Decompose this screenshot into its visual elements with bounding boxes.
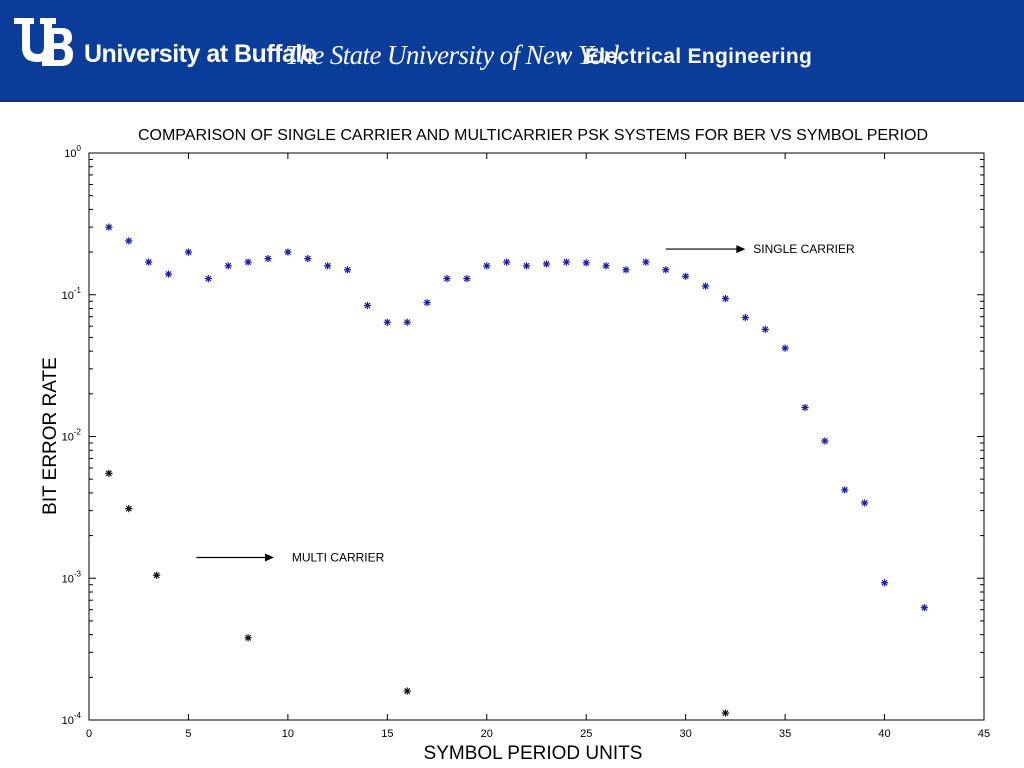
data-point xyxy=(304,254,312,263)
x-tick-label: 35 xyxy=(779,728,791,740)
x-tick-label: 10 xyxy=(282,728,294,740)
plot-frame xyxy=(88,152,985,721)
y-axis-label: BIT ERROR RATE xyxy=(40,357,61,515)
data-point xyxy=(622,266,630,274)
series-single-carrier xyxy=(105,223,928,612)
y-tick-exponent: -1 xyxy=(74,286,82,295)
ber-chart: COMPARISON OF SINGLE CARRIER AND MULTICA… xyxy=(40,127,990,764)
y-tick-exponent: -2 xyxy=(74,428,82,437)
data-point xyxy=(403,318,411,326)
data-point xyxy=(164,270,173,278)
series-layer xyxy=(105,223,928,717)
data-point xyxy=(503,258,511,266)
data-point xyxy=(662,266,670,274)
data-point xyxy=(284,248,292,256)
y-tick-base: 10 xyxy=(62,573,74,585)
university-subtitle: The State University of New York xyxy=(285,40,625,70)
data-point xyxy=(721,709,730,717)
annotation-label: SINGLE CARRIER xyxy=(753,242,855,256)
data-point xyxy=(383,318,391,326)
y-tick-base: 10 xyxy=(62,715,74,727)
department-name: Electrical Engineering xyxy=(585,45,813,68)
y-tick-label: 10-1 xyxy=(62,286,82,302)
data-point xyxy=(463,274,471,283)
data-point xyxy=(403,687,411,695)
x-tick-label: 15 xyxy=(381,728,393,740)
data-point xyxy=(125,504,133,513)
y-tick-base: 10 xyxy=(62,290,74,302)
data-point xyxy=(145,258,153,266)
x-tick-label: 20 xyxy=(481,728,493,740)
data-point xyxy=(880,579,889,587)
data-point xyxy=(701,282,710,290)
data-point xyxy=(105,469,113,477)
data-point xyxy=(324,262,332,270)
data-point xyxy=(542,260,551,268)
ub-logo-icon xyxy=(14,18,73,66)
x-tick-label: 40 xyxy=(878,728,890,740)
data-point xyxy=(244,258,252,266)
y-tick-label: 10-4 xyxy=(62,711,82,727)
y-tick-base: 10 xyxy=(62,432,74,444)
y-tick-label: 10-2 xyxy=(62,428,82,444)
data-point xyxy=(363,301,372,310)
data-point xyxy=(801,403,809,412)
arrow-head-icon xyxy=(736,245,746,254)
header-banner: University at Buffalo The State Universi… xyxy=(0,0,1024,102)
data-point xyxy=(343,266,352,274)
data-point xyxy=(153,571,161,579)
data-point xyxy=(443,274,451,283)
data-point xyxy=(741,313,749,322)
y-tick-exponent: -3 xyxy=(74,569,82,578)
chart-title: COMPARISON OF SINGLE CARRIER AND MULTICA… xyxy=(138,127,928,144)
data-point xyxy=(522,262,531,270)
x-axis: 0 5 10 15 20 25 30 35 40 45 xyxy=(86,153,990,740)
data-point xyxy=(184,248,193,256)
arrow-head-icon xyxy=(264,553,274,562)
data-point xyxy=(781,344,789,352)
x-axis-label: SYMBOL PERIOD UNITS xyxy=(424,743,643,764)
data-point xyxy=(483,262,491,270)
data-point xyxy=(682,272,690,280)
data-point xyxy=(642,258,650,266)
data-point xyxy=(204,274,212,283)
data-point xyxy=(562,258,570,266)
x-tick-label: 45 xyxy=(978,728,990,740)
annotation-label: MULTI CARRIER xyxy=(292,551,385,565)
data-point xyxy=(224,262,232,270)
series-multi-carrier xyxy=(105,469,730,717)
data-point xyxy=(761,325,769,333)
data-point xyxy=(264,254,272,263)
y-tick-exponent: -4 xyxy=(74,711,82,720)
x-tick-label: 30 xyxy=(680,728,692,740)
x-tick-label: 0 xyxy=(86,728,92,740)
university-name: University at Buffalo xyxy=(84,40,317,68)
data-point xyxy=(920,604,928,612)
data-point xyxy=(821,437,829,445)
data-point xyxy=(602,262,610,270)
data-point xyxy=(841,486,849,494)
y-tick-label: 100 xyxy=(64,144,81,160)
data-point xyxy=(105,223,113,231)
header-separator: • xyxy=(560,42,568,67)
y-tick-exponent: 0 xyxy=(77,144,82,153)
y-tick-label: 10-3 xyxy=(62,569,82,585)
data-point xyxy=(582,259,590,267)
data-point xyxy=(423,299,431,307)
data-point xyxy=(721,294,730,303)
annotation-layer: SINGLE CARRIER MULTI CARRIER xyxy=(196,242,855,565)
data-point xyxy=(125,237,133,245)
data-point xyxy=(861,499,869,507)
y-tick-base: 10 xyxy=(64,148,76,160)
x-tick-label: 5 xyxy=(185,728,191,740)
data-point xyxy=(244,634,252,642)
x-tick-label: 25 xyxy=(580,728,592,740)
